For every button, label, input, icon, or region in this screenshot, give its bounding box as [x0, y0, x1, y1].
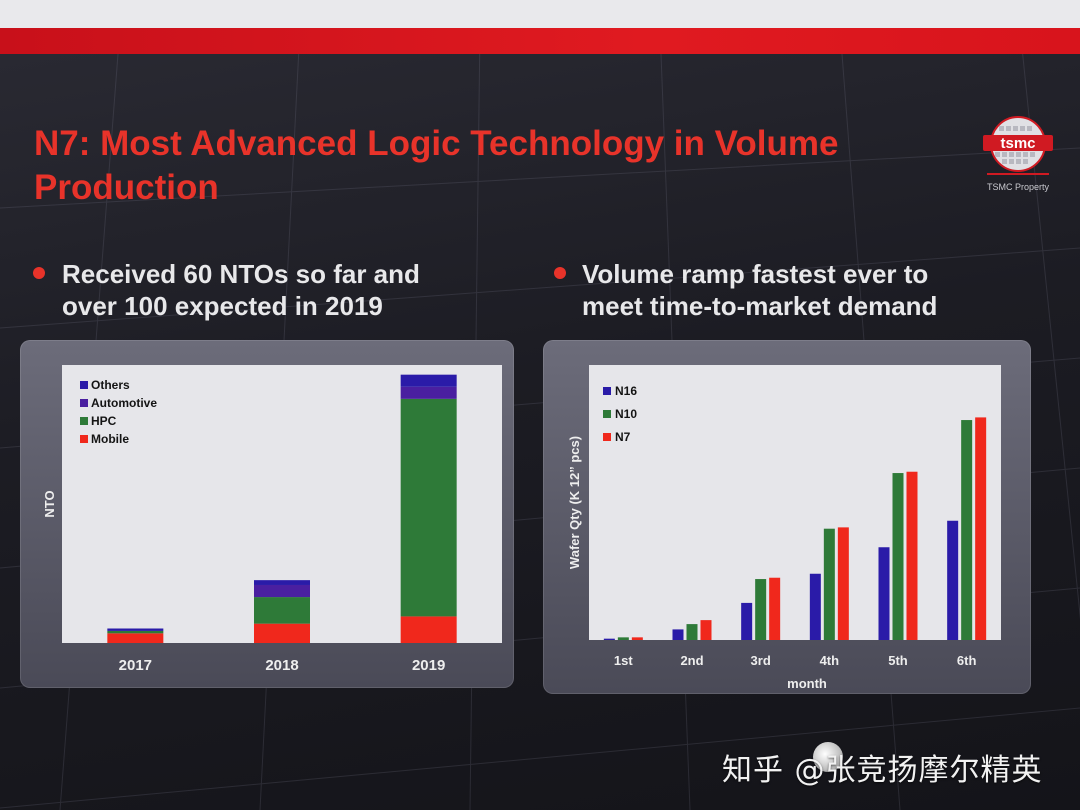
wafer-bar-n7-2nd — [700, 620, 712, 640]
nto-bar-automotive-2018 — [254, 584, 310, 598]
wafer-bar-n16-6th — [947, 520, 959, 640]
wafer-bar-n10-3rd — [755, 579, 767, 640]
nto-legend-swatch-others — [80, 381, 88, 389]
wafer-bar-n10-4th — [823, 528, 835, 640]
nto-legend-label-automotive: Automotive — [91, 396, 157, 410]
nto-legend-label-mobile: Mobile — [91, 432, 129, 446]
left-bullet-line1: Received 60 NTOs so far and — [62, 259, 420, 289]
nto-x-tick-2017: 2017 — [119, 657, 152, 674]
wafer-x-tick-3rd: 3rd — [751, 653, 771, 668]
nto-bar-hpc-2019 — [400, 398, 457, 617]
wafer-bar-n7-3rd — [769, 577, 781, 640]
nto-bar-others-2018 — [254, 580, 310, 585]
nto-legend-swatch-hpc — [80, 417, 88, 425]
wafer-x-tick-5th: 5th — [888, 653, 908, 668]
left-bullet: Received 60 NTOs so far and over 100 exp… — [62, 258, 420, 322]
nto-legend-label-hpc: HPC — [91, 414, 117, 428]
nto-bar-mobile-2019 — [400, 616, 457, 643]
nto-chart: 2017 2018 2019 NTO Others Automotive HPC Mobile — [42, 374, 457, 674]
wafer-bar-n7-4th — [837, 527, 849, 640]
wafer-bar-n10-6th — [961, 420, 973, 640]
right-bullet-line2: meet time-to-market demand — [582, 291, 938, 321]
nto-chart-panel: 2017 2018 2019 NTO Others Automotive HPC Mobile — [20, 340, 514, 688]
wafer-bar-n10-1st — [617, 637, 629, 640]
right-bullet-dot — [554, 267, 566, 279]
wafer-chart-plot-area — [589, 365, 1001, 640]
nto-bar-hpc-2017 — [107, 630, 164, 634]
tsmc-logo: tsmc TSMC Property — [975, 112, 1061, 204]
wafer-legend-swatch-n16 — [603, 387, 611, 395]
left-bullet-dot — [33, 267, 45, 279]
nto-bar-others-2019 — [400, 374, 457, 387]
nto-x-tick-2019: 2019 — [412, 657, 445, 674]
slide-title: N7: Most Advanced Logic Technology in Vo… — [34, 122, 934, 210]
wafer-legend-swatch-n7 — [603, 433, 611, 441]
wafer-bar-n16-5th — [878, 547, 890, 640]
wafer-legend-label-n7: N7 — [615, 430, 631, 444]
nto-bar-mobile-2017 — [107, 633, 164, 643]
right-bullet: Volume ramp fastest ever to meet time-to… — [582, 258, 937, 322]
wafer-legend-swatch-n10 — [603, 410, 611, 418]
wafer-x-axis-label: month — [787, 676, 827, 691]
tsmc-logo-emblem: tsmc — [983, 116, 1053, 175]
wafer-bar-n10-2nd — [686, 624, 698, 640]
nto-y-axis-label: NTO — [42, 490, 57, 517]
wafer-x-tick-1st: 1st — [614, 653, 633, 668]
wafer-bar-n7-1st — [631, 637, 643, 640]
tsmc-logo-wordmark: tsmc — [1000, 135, 1035, 152]
nto-bar-hpc-2018 — [254, 597, 310, 624]
wafer-bar-n10-5th — [892, 473, 904, 640]
nto-bar-others-2017 — [107, 628, 164, 631]
wafer-bar-n16-4th — [809, 573, 821, 640]
nto-x-tick-2018: 2018 — [265, 657, 298, 674]
nto-legend-label-others: Others — [91, 378, 130, 392]
wafer-bar-n7-6th — [975, 417, 987, 640]
wafer-x-tick-2nd: 2nd — [680, 653, 703, 668]
left-bullet-line2: over 100 expected in 2019 — [62, 291, 383, 321]
nto-legend-swatch-automotive — [80, 399, 88, 407]
wafer-legend-label-n16: N16 — [615, 384, 637, 398]
watermark: 知乎 @张竞扬摩尔精英 — [722, 753, 1043, 788]
nto-legend-swatch-mobile — [80, 435, 88, 443]
wafer-bar-n7-5th — [906, 471, 918, 640]
wafer-chart: 1st 2nd 3rd 4th 5th 6th month Wafer Qty (K 12” … — [567, 384, 987, 691]
tsmc-property-label: TSMC Property — [986, 182, 1049, 192]
right-bullet-line1: Volume ramp fastest ever to — [582, 259, 929, 289]
wafer-bar-n16-2nd — [672, 629, 684, 640]
slide-title-line1: N7: Most Advanced Logic Technology in Vo… — [34, 124, 839, 163]
wafer-bar-n16-3rd — [741, 602, 753, 640]
watermark-avatar-icon — [813, 742, 843, 772]
nto-bar-automotive-2019 — [400, 386, 457, 399]
wafer-x-tick-6th: 6th — [957, 653, 977, 668]
slide-title-line2: Production — [34, 168, 219, 207]
wafer-y-axis-label: Wafer Qty (K 12” pcs) — [567, 436, 582, 569]
wafer-x-tick-4th: 4th — [820, 653, 840, 668]
nto-bar-mobile-2018 — [254, 623, 310, 643]
wafer-chart-panel: 1st 2nd 3rd 4th 5th 6th month Wafer Qty (K 12” … — [543, 340, 1031, 694]
wafer-legend-label-n10: N10 — [615, 407, 637, 421]
wafer-bar-n16-1st — [603, 638, 615, 640]
header-stripe — [0, 28, 1080, 54]
